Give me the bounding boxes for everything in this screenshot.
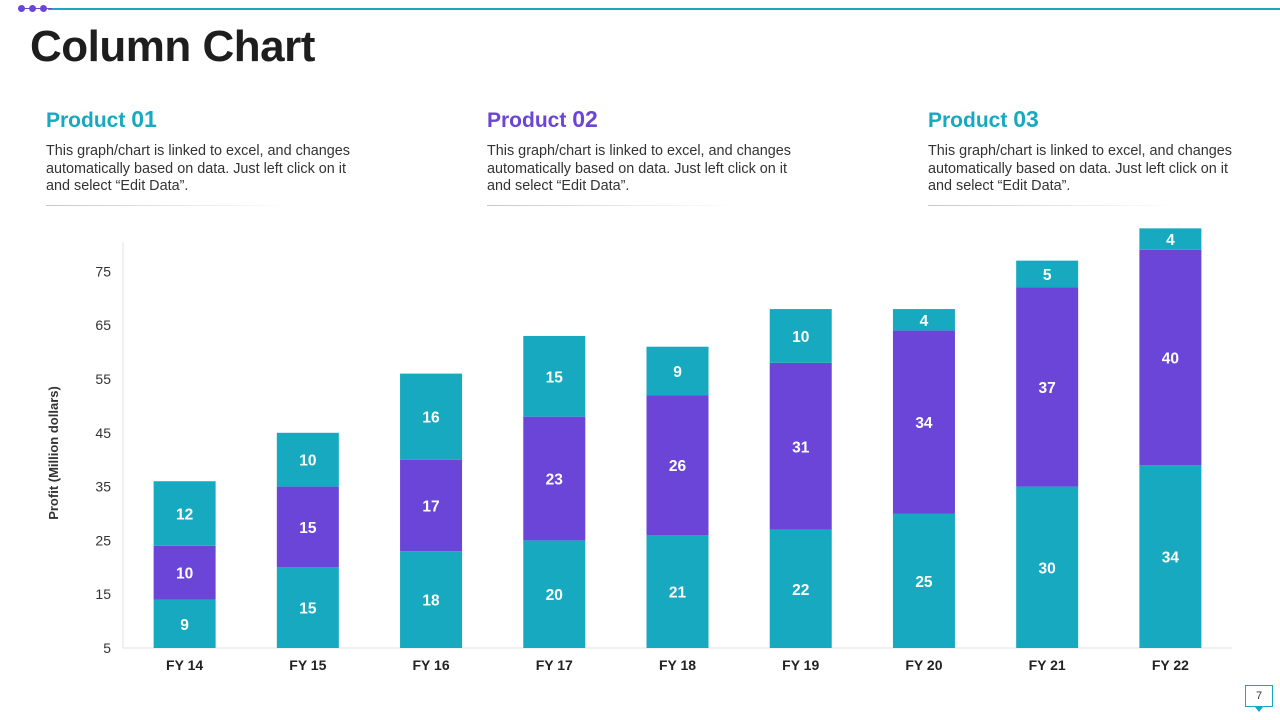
y-axis-title: Profit (Million dollars) (46, 386, 61, 520)
data-label: 31 (792, 439, 810, 456)
product-02-description: This graph/chart is linked to excel, and… (487, 143, 791, 194)
x-tick-label: FY 21 (1029, 657, 1066, 673)
data-label: 18 (422, 593, 440, 610)
bar-segment-1 (400, 551, 463, 648)
x-tick-label: FY 22 (1152, 657, 1189, 673)
product-03-number: 03 (1013, 106, 1039, 132)
bar-segment-3 (892, 309, 955, 331)
product-02-name: Product (487, 109, 567, 132)
x-tick-label: FY 20 (905, 657, 942, 673)
bar-segment-1 (892, 513, 955, 648)
data-label: 34 (915, 415, 933, 432)
y-tick-label: 45 (95, 425, 111, 441)
bar-segment-2 (1016, 287, 1079, 487)
product-01-divider (46, 204, 291, 206)
product-01-number: 01 (131, 106, 157, 132)
x-tick-label: FY 19 (782, 657, 819, 673)
data-label: 34 (1162, 550, 1180, 567)
bar-segment-3 (1139, 228, 1202, 250)
bar-segment-3 (1016, 260, 1079, 288)
bar-segment-1 (1016, 486, 1079, 648)
product-02-heading: Product 02 (487, 106, 807, 133)
data-label: 21 (669, 585, 687, 602)
data-label: 30 (1039, 560, 1056, 577)
bar-segment-1 (646, 535, 709, 648)
data-label: 9 (180, 617, 189, 634)
page-number: 7 (1245, 685, 1273, 712)
data-label: 12 (176, 507, 193, 524)
data-label: 5 (1043, 267, 1052, 284)
data-label: 26 (669, 458, 687, 475)
data-label: 25 (915, 574, 933, 591)
bar-segment-3 (769, 309, 832, 363)
data-label: 37 (1039, 380, 1056, 397)
bar-segment-2 (153, 545, 216, 600)
x-tick-label: FY 16 (413, 657, 450, 673)
product-03-divider (928, 204, 1173, 206)
product-03-description: This graph/chart is linked to excel, and… (928, 143, 1232, 194)
x-tick-label: FY 15 (289, 657, 326, 673)
data-label: 40 (1162, 350, 1179, 367)
bar-segment-2 (1139, 249, 1202, 466)
bar-segment-1 (523, 540, 586, 648)
data-label: 15 (299, 520, 317, 537)
bar-segment-2 (276, 486, 339, 568)
data-label: 17 (422, 498, 439, 515)
bar-segment-1 (153, 599, 216, 648)
data-label: 10 (792, 329, 809, 346)
y-tick-label: 75 (95, 263, 111, 279)
data-label: 23 (546, 472, 564, 489)
bar-segment-3 (523, 335, 586, 417)
data-label: 22 (792, 582, 809, 599)
x-tick-label: FY 17 (536, 657, 573, 673)
page-title: Column Chart (30, 22, 315, 71)
product-01-name: Product (46, 109, 126, 132)
data-label: 15 (299, 601, 317, 618)
product-02-block: Product 02 This graph/chart is linked to… (487, 106, 807, 206)
data-label: 20 (546, 587, 563, 604)
bar-segment-3 (276, 432, 339, 487)
product-03-name: Product (928, 109, 1008, 132)
data-label: 9 (673, 364, 682, 381)
bar-segment-2 (769, 362, 832, 530)
top-rule (48, 8, 1280, 10)
y-tick-label: 5 (103, 640, 111, 656)
product-01-block: Product 01 This graph/chart is linked to… (46, 106, 366, 206)
decor-dots-icon (18, 5, 52, 13)
bar-segment-3 (400, 373, 463, 460)
bar-segment-2 (523, 416, 586, 541)
bar-segment-3 (646, 346, 709, 396)
bar-segment-1 (1139, 465, 1202, 648)
x-tick-label: FY 14 (166, 657, 203, 673)
bar-segment-2 (892, 330, 955, 514)
product-03-heading: Product 03 (928, 106, 1248, 133)
y-tick-label: 15 (95, 586, 111, 602)
product-02-divider (487, 204, 732, 206)
bar-segment-1 (276, 567, 339, 648)
bar-segment-3 (153, 481, 216, 546)
product-01-heading: Product 01 (46, 106, 366, 133)
data-label: 4 (1166, 232, 1175, 249)
data-label: 10 (176, 566, 193, 583)
product-03-block: Product 03 This graph/chart is linked to… (928, 106, 1248, 206)
y-tick-label: 55 (95, 371, 111, 387)
y-tick-label: 65 (95, 317, 111, 333)
x-tick-label: FY 18 (659, 657, 696, 673)
data-label: 4 (920, 313, 929, 330)
y-tick-label: 25 (95, 532, 111, 548)
data-label: 15 (546, 369, 564, 386)
product-02-number: 02 (572, 106, 598, 132)
bar-segment-2 (400, 459, 463, 552)
y-tick-label: 35 (95, 479, 111, 495)
bar-segment-2 (646, 395, 709, 536)
bar-segment-1 (769, 529, 832, 648)
data-label: 16 (422, 410, 440, 427)
product-01-description: This graph/chart is linked to excel, and… (46, 143, 350, 194)
data-label: 10 (299, 453, 316, 470)
